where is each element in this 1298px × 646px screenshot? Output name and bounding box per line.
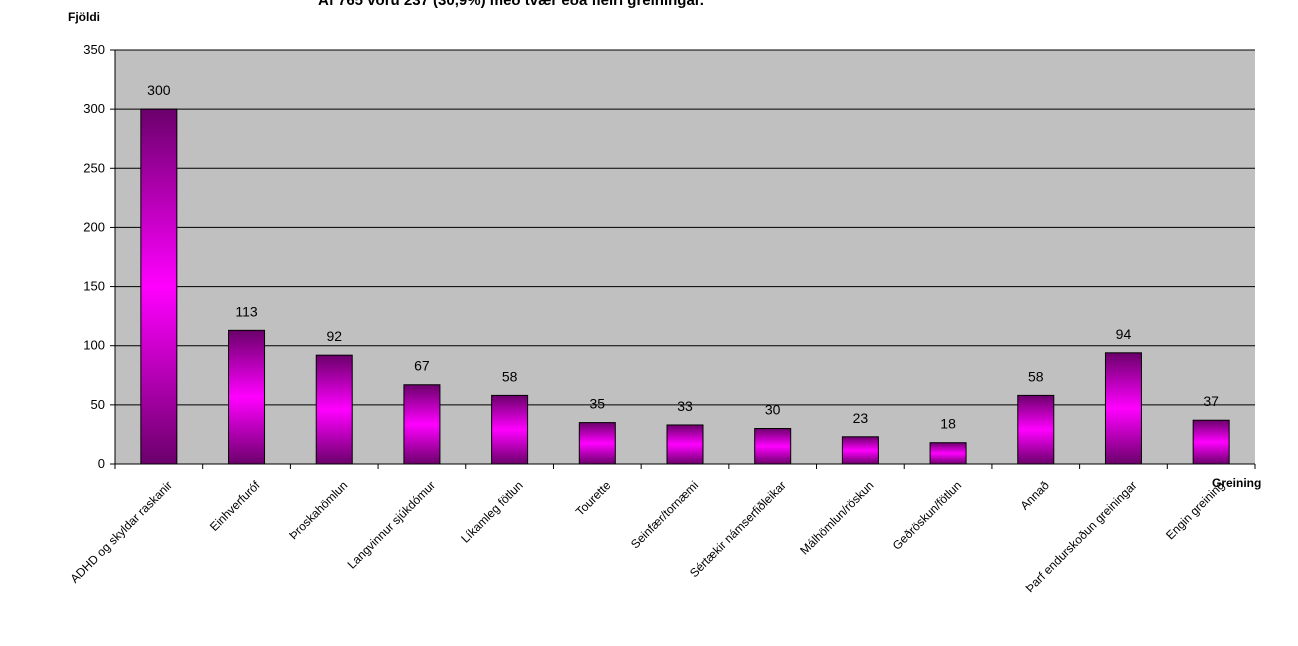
category-label: Líkamleg fötlun — [458, 478, 525, 545]
data-label: 58 — [502, 368, 518, 384]
gridlines — [115, 49, 1255, 406]
data-label: 37 — [1203, 393, 1219, 409]
category-label: Sértækir námserfiðleikar — [687, 478, 789, 580]
data-label: 300 — [147, 82, 171, 98]
bar — [491, 394, 529, 465]
data-label: 30 — [765, 402, 781, 418]
bar — [666, 424, 704, 465]
bar — [1017, 394, 1055, 465]
y-tick-label: 250 — [83, 160, 105, 175]
bar — [929, 442, 967, 465]
y-tick-label: 50 — [91, 397, 105, 412]
bars — [140, 108, 1230, 465]
data-label: 23 — [853, 410, 869, 426]
y-tick-label: 300 — [83, 101, 105, 116]
y-tick-label: 150 — [83, 279, 105, 294]
y-tick-label: 200 — [83, 219, 105, 234]
category-label: ADHD og skyldar raskanir — [67, 478, 175, 586]
y-tick-label: 0 — [98, 456, 105, 471]
category-label: Geðröskun/fötlun — [890, 478, 965, 553]
bar — [754, 428, 792, 465]
category-label: Annað — [1017, 478, 1052, 513]
bar — [228, 329, 266, 465]
plot-area — [115, 50, 1255, 464]
bar — [578, 422, 616, 465]
y-tick-label: 100 — [83, 338, 105, 353]
bar — [403, 384, 441, 465]
bar — [841, 436, 879, 465]
category-label: Einhverfuróf — [207, 478, 263, 534]
category-label: Málhömlun/röskun — [797, 478, 876, 557]
data-label: 67 — [414, 358, 430, 374]
bar — [140, 108, 178, 465]
y-tick-label: 350 — [83, 42, 105, 57]
data-label: 33 — [677, 398, 693, 414]
data-label: 58 — [1028, 368, 1044, 384]
x-axis-label: Greining — [1212, 476, 1261, 490]
data-label: 18 — [940, 416, 956, 432]
category-label: Seinfær/tornæmi — [628, 478, 701, 551]
data-label: 35 — [590, 396, 606, 412]
bar — [315, 354, 353, 465]
data-label: 92 — [326, 328, 342, 344]
category-label: Tourette — [573, 478, 614, 519]
bar — [1104, 352, 1142, 465]
y-axis-label: Fjöldi — [68, 10, 100, 24]
category-label: Þroskahömlun — [286, 478, 350, 542]
data-label: 113 — [235, 303, 258, 319]
data-label: 94 — [1116, 326, 1132, 342]
category-label: Langvinnur sjúkdómur — [345, 478, 438, 571]
chart-title: Af 765 voru 237 (30,9%) með tvær eða fle… — [318, 0, 704, 9]
axes — [110, 49, 1256, 469]
bar — [1192, 419, 1230, 465]
